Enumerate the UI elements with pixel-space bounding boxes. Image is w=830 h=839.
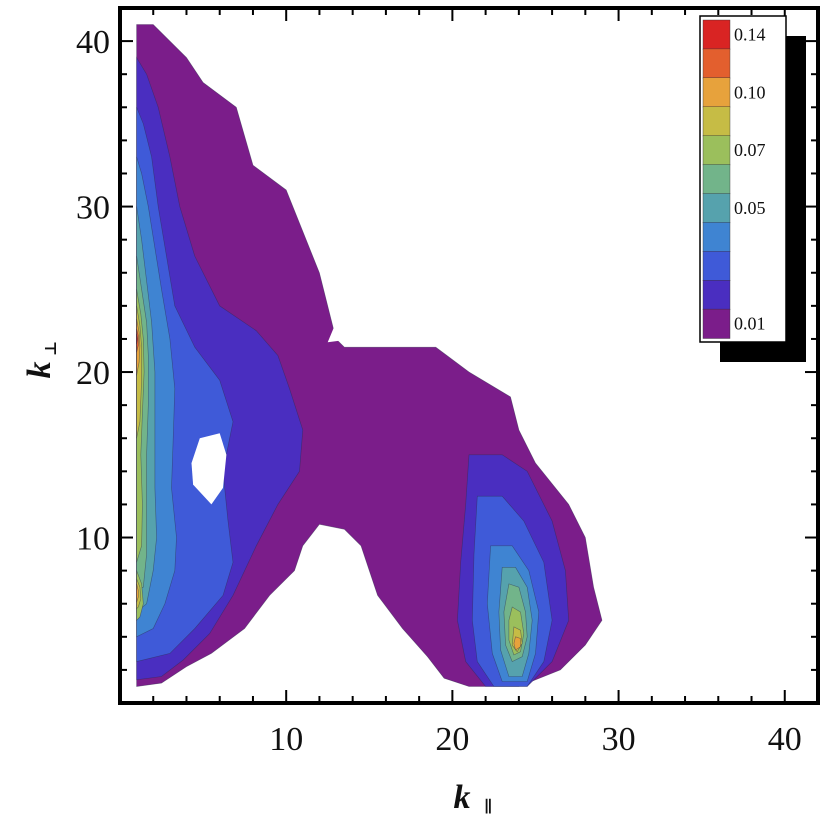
y-tick-label: 30	[76, 190, 110, 227]
contour-region-0.14-21	[136, 333, 138, 344]
y-tick-label: 40	[76, 24, 110, 61]
legend-swatches	[702, 19, 731, 339]
plot-area	[136, 24, 603, 687]
plot-frame	[118, 6, 820, 705]
legend-swatch-0.1	[702, 77, 731, 108]
contour-region-0.1-19	[513, 636, 521, 651]
x-tick-label: 20	[435, 721, 469, 758]
legend-swatch-0.06	[702, 164, 731, 195]
legend-label: 0.10	[734, 82, 766, 102]
legend-swatch-0.02	[702, 280, 731, 310]
legend-swatch-0.04	[702, 222, 731, 252]
legend-swatch-0.05	[702, 193, 731, 224]
legend-labels: 0.14 0.10 0.07 0.05 0.01	[734, 25, 766, 334]
x-tick-label: 10	[269, 721, 303, 758]
legend: 0.14 0.10 0.07 0.05 0.01	[699, 15, 806, 362]
legend-swatch-0.07	[702, 135, 731, 166]
y-axis-label-subscript: ⊥	[43, 341, 60, 356]
y-tick-label: 10	[76, 521, 110, 558]
legend-label: 0.05	[734, 198, 766, 218]
contour-hole-1	[191, 433, 227, 505]
x-axis-label-subscript: ∥	[484, 798, 492, 816]
legend-swatch-0.14	[702, 19, 731, 50]
x-tick-label: 40	[768, 721, 802, 758]
contour-region-0.1-18	[136, 583, 139, 603]
legend-swatch-0.01	[702, 308, 731, 339]
contour-hole-0	[327, 314, 469, 343]
x-axis-label: k	[454, 779, 471, 816]
plot-border	[118, 6, 820, 705]
x-tick-label: 30	[602, 721, 636, 758]
legend-label: 0.07	[734, 140, 766, 160]
axes: 10 20 30 40 10 20 30 40	[76, 8, 818, 758]
legend-swatch-0.12	[702, 48, 731, 79]
legend-swatch-0.08	[702, 106, 731, 137]
y-axis-label: k	[21, 362, 58, 379]
contour-region-0.08-15	[136, 578, 142, 610]
legend-label: 0.01	[734, 314, 766, 334]
y-tick-label: 20	[76, 355, 110, 392]
legend-label: 0.14	[734, 25, 766, 45]
legend-swatch-0.03	[702, 251, 731, 281]
